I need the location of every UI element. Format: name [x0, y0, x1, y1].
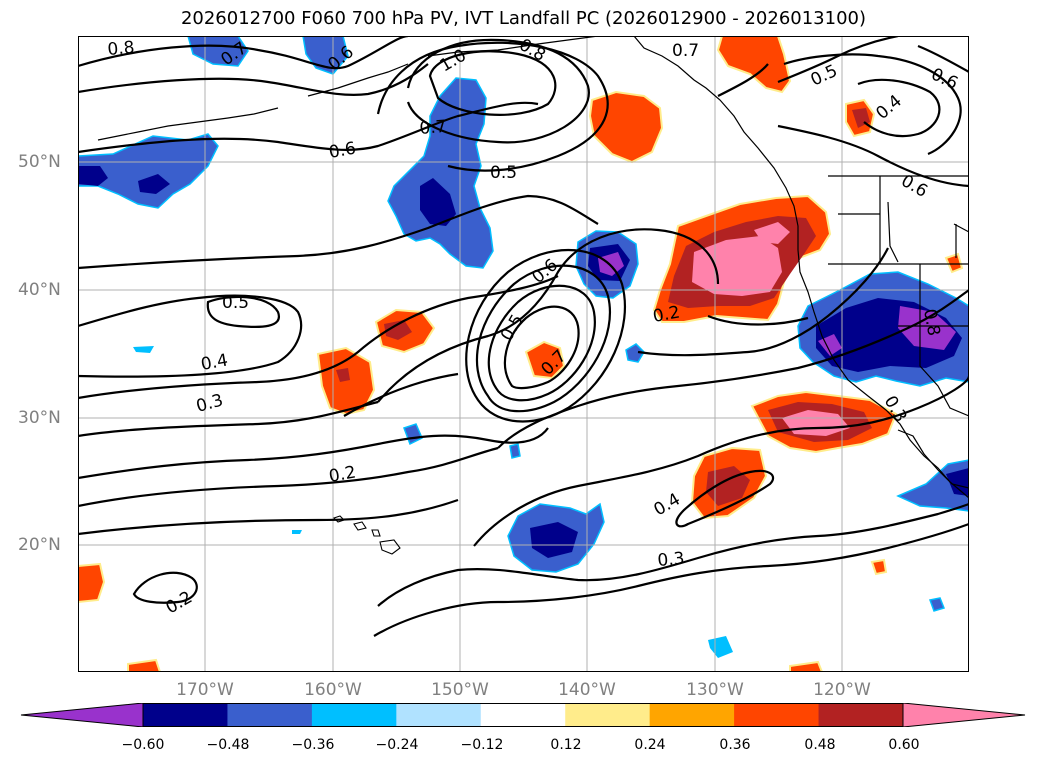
lon-label: 130°W	[686, 680, 744, 700]
colorbar-tick-label: −0.36	[291, 737, 335, 753]
contour-label: 0.8	[107, 38, 136, 60]
pv-positive-region	[870, 558, 888, 576]
pv-positive-region	[78, 562, 106, 604]
colorbar-tick-label: −0.12	[460, 737, 504, 753]
lon-label: 170°W	[176, 680, 234, 700]
colorbar-segment	[649, 703, 735, 727]
colorbar-segment	[311, 703, 397, 727]
pv-positive-region	[789, 660, 824, 672]
pv-negative-region	[187, 36, 249, 67]
contour-label: 0.4	[199, 351, 229, 375]
lon-label: 160°W	[304, 680, 362, 700]
coastlines	[97, 36, 969, 499]
colorbar-extend-low	[20, 703, 144, 727]
lat-label: 40°N	[18, 280, 61, 300]
pv-positive-region	[524, 340, 566, 380]
lon-label: 150°W	[431, 680, 489, 700]
pv-positive-region	[127, 658, 162, 672]
colorbar-segment	[143, 703, 228, 727]
map-title: 2026012700 F060 700 hPa PV, IVT Landfall…	[180, 8, 867, 29]
colorbar-segment	[396, 703, 482, 727]
colorbar-tick-label: 0.12	[550, 737, 582, 753]
contour-label: 0.2	[327, 463, 357, 487]
colorbar-tick-label: −0.60	[121, 737, 165, 753]
pv-positive-region	[316, 346, 376, 416]
pv-negative-region	[78, 133, 219, 209]
lon-label: 140°W	[558, 680, 616, 700]
pv-filled-regions	[78, 36, 969, 672]
colorbar-tick-label: 0.36	[719, 737, 751, 753]
colorbar	[20, 703, 1026, 727]
colorbar-segment	[480, 703, 566, 727]
contour-label: 0.3	[657, 549, 686, 571]
pv-contours	[78, 36, 969, 637]
pv-negative-region	[625, 343, 645, 363]
colorbar-segment	[818, 703, 904, 727]
contour-label: 0.7	[672, 41, 699, 61]
colorbar-tick-label: 0.60	[888, 737, 920, 753]
contour-label: 0.5	[222, 293, 249, 313]
contour-label: 0.2	[651, 303, 681, 327]
contour-label: 0.6	[327, 139, 357, 163]
lat-label: 30°N	[18, 408, 61, 428]
pv-positive-region	[716, 36, 792, 94]
colorbar-segment	[565, 703, 651, 727]
colorbar-frame	[142, 703, 904, 727]
colorbar-segment	[227, 703, 313, 727]
map-panel: 0.8 0.7 0.6 0.6 1.0 0.8 0.7 0.7 0.5 0.6 …	[78, 36, 969, 672]
contour-label: 0.7	[419, 117, 448, 139]
colorbar-tick-label: −0.24	[375, 737, 419, 753]
colorbar-tick-label: 0.24	[634, 737, 666, 753]
colorbar-segment	[734, 703, 820, 727]
lon-label: 120°W	[813, 680, 871, 700]
pv-positive-region	[944, 252, 964, 274]
contour-label: 0.8	[919, 307, 943, 337]
colorbar-tick-label: 0.48	[804, 737, 836, 753]
contour-label: 0.5	[490, 163, 517, 183]
colorbar-tick-label: −0.48	[206, 737, 250, 753]
lat-label: 20°N	[18, 535, 61, 555]
graticule	[78, 36, 969, 672]
lat-label: 50°N	[18, 152, 61, 172]
pv-negative-region	[387, 77, 494, 269]
colorbar-extend-high	[902, 703, 1026, 727]
